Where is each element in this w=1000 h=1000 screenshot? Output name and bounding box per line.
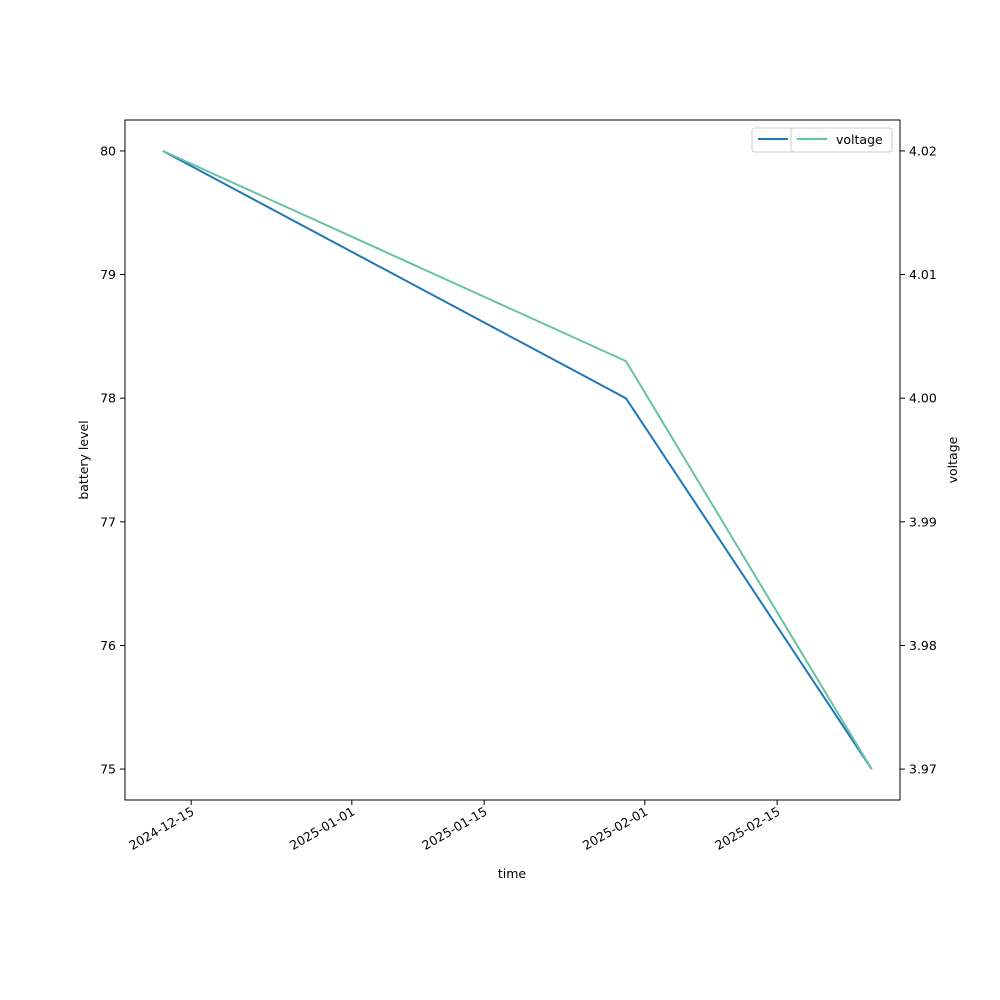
legend-voltage: voltage [790, 127, 893, 153]
y2-axis-label: voltage [945, 436, 960, 483]
y-axis-label: battery level [76, 420, 91, 499]
y2-tick-label: 4.01 [909, 267, 937, 282]
y-tick-label: 76 [100, 638, 116, 653]
y-tick-label: 77 [100, 514, 116, 529]
y-tick-label: 79 [100, 267, 116, 282]
plot-frame [124, 119, 901, 801]
y2-tick-label: 4.02 [909, 143, 937, 158]
y-axis-left: 75 76 77 78 79 80 [100, 143, 125, 777]
y-tick-label: 75 [100, 762, 116, 777]
y2-tick-label: 4.00 [909, 391, 937, 406]
series-layer [162, 149, 873, 770]
y2-tick-label: 3.99 [909, 514, 937, 529]
legend-voltage-label: voltage [836, 132, 883, 147]
series-line-battery [162, 150, 873, 770]
y2-tick-label: 3.98 [909, 638, 937, 653]
legend-voltage-frame [790, 127, 893, 153]
y-axis-right: 3.97 3.98 3.99 4.00 4.01 4.02 [900, 143, 937, 777]
y2-tick-label: 3.97 [909, 762, 937, 777]
x-axis-label: time [498, 866, 527, 881]
series-line-voltage [162, 149, 873, 770]
y-tick-label: 78 [100, 391, 116, 406]
y-tick-label: 80 [100, 143, 116, 158]
